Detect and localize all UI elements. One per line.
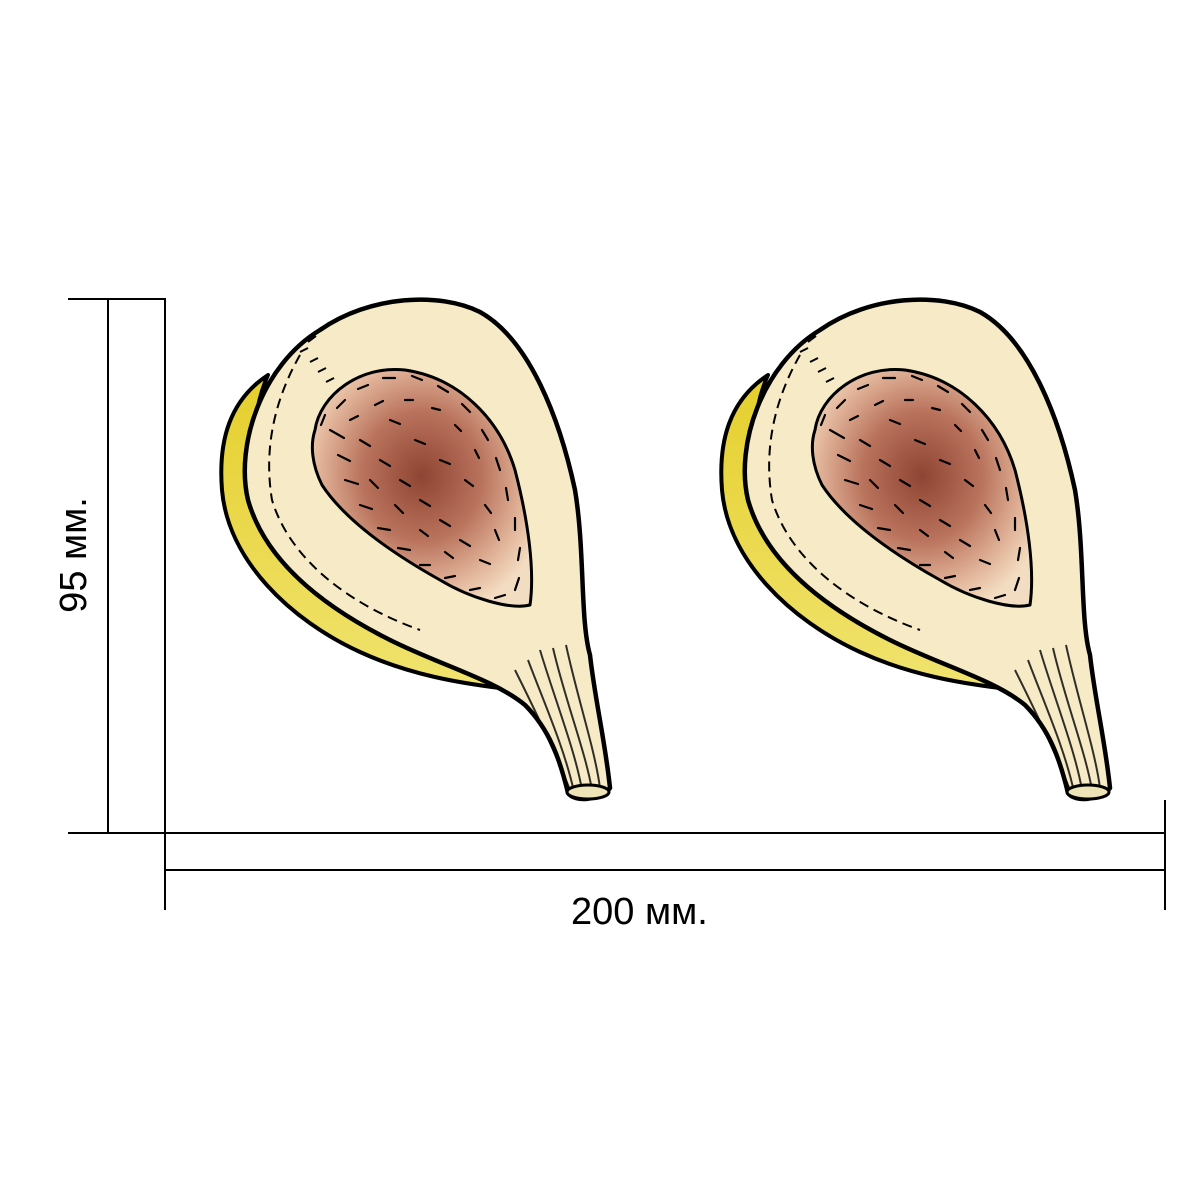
fig-half-illustration-right	[721, 300, 1110, 799]
width-label: 200 мм.	[571, 891, 708, 933]
width-dimension	[164, 800, 1166, 910]
height-label: 95 мм.	[53, 497, 95, 613]
fig-half-illustration-left	[221, 300, 610, 799]
height-dimension	[68, 298, 166, 834]
